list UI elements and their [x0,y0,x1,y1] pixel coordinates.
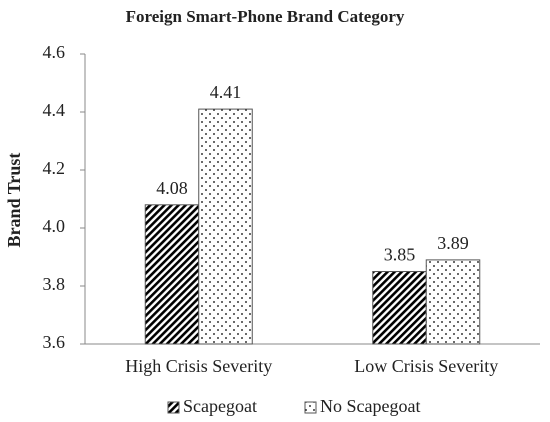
data-label: 4.08 [156,178,188,198]
y-tick-label: 3.6 [43,332,66,352]
legend-swatch [167,401,180,414]
x-tick-label: Low Crisis Severity [354,356,498,376]
bar [425,259,481,345]
y-tick-label: 3.8 [43,274,66,294]
y-tick-label: 4.4 [43,100,66,120]
chart-title: Foreign Smart-Phone Brand Category [126,7,405,26]
legend-swatch [304,401,317,414]
data-label: 4.41 [210,82,242,102]
data-label: 3.89 [437,233,469,253]
y-tick-label: 4.6 [43,42,66,62]
bar [198,108,253,345]
y-tick-label: 4.0 [43,216,66,236]
legend-label: Scapegoat [183,396,257,416]
bar [372,271,427,345]
y-axis-label: Brand Trust [4,153,24,248]
legend-label: No Scapegoat [320,396,420,416]
x-tick-label: High Crisis Severity [125,356,272,376]
data-label: 3.85 [384,245,416,265]
y-tick-label: 4.2 [43,158,66,178]
bar [144,204,200,345]
